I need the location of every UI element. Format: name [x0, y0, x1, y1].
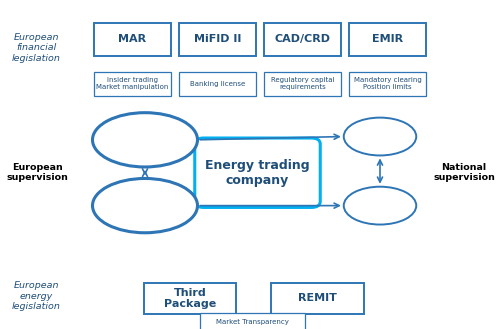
Text: Energy trading
company: Energy trading company — [205, 159, 310, 187]
Text: Banking license: Banking license — [190, 81, 245, 87]
FancyBboxPatch shape — [349, 72, 426, 96]
FancyBboxPatch shape — [179, 72, 256, 96]
Text: European
energy
legislation: European energy legislation — [12, 281, 60, 311]
FancyBboxPatch shape — [94, 72, 171, 96]
Text: European
financial
legislation: European financial legislation — [12, 33, 60, 63]
Text: European
supervision: European supervision — [6, 163, 68, 182]
Text: National
supervision: National supervision — [433, 163, 495, 182]
FancyBboxPatch shape — [264, 72, 341, 96]
Text: EMIR: EMIR — [372, 35, 403, 44]
FancyBboxPatch shape — [195, 138, 320, 208]
Ellipse shape — [344, 187, 416, 225]
Ellipse shape — [344, 118, 416, 156]
FancyBboxPatch shape — [271, 283, 364, 314]
FancyBboxPatch shape — [144, 283, 236, 314]
Text: MiFID II: MiFID II — [194, 35, 241, 44]
Text: ACER: ACER — [126, 199, 164, 212]
FancyBboxPatch shape — [94, 23, 171, 56]
Text: Energy
national
regulators: Energy national regulators — [360, 191, 401, 220]
Text: CAD/CRD: CAD/CRD — [274, 35, 330, 44]
Text: Regulatory capital
requirements: Regulatory capital requirements — [271, 77, 334, 90]
Text: Mandatory clearing
Position limits: Mandatory clearing Position limits — [354, 77, 422, 90]
FancyBboxPatch shape — [200, 313, 305, 329]
Text: REMIT: REMIT — [298, 293, 337, 303]
FancyBboxPatch shape — [349, 23, 426, 56]
Text: MAR: MAR — [118, 35, 146, 44]
Text: Market Transparency: Market Transparency — [216, 319, 289, 325]
FancyBboxPatch shape — [264, 23, 341, 56]
Text: Insider trading
Market manipulation: Insider trading Market manipulation — [96, 77, 168, 90]
FancyBboxPatch shape — [179, 23, 256, 56]
Text: ESMA: ESMA — [125, 133, 165, 146]
Ellipse shape — [92, 178, 198, 233]
Ellipse shape — [92, 113, 198, 167]
Text: Third
Package: Third Package — [164, 288, 216, 309]
Text: Financial
national
regulators: Financial national regulators — [360, 122, 401, 151]
